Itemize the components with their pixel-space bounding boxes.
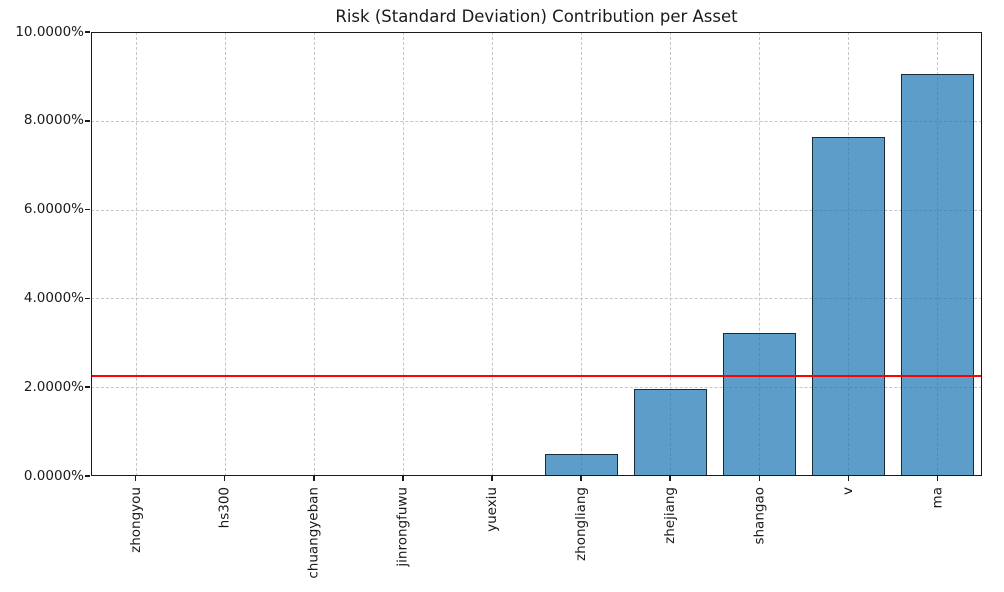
grid-line-horizontal xyxy=(91,209,982,211)
x-axis-tick-label: zhongyou xyxy=(127,487,144,553)
bar-zhejiang xyxy=(633,389,707,476)
x-axis-tick xyxy=(669,476,671,481)
reference-line xyxy=(91,375,982,378)
x-axis-tick xyxy=(491,476,493,481)
grid-line-horizontal xyxy=(91,298,982,300)
grid-line-horizontal xyxy=(91,120,982,122)
grid-line-vertical xyxy=(670,32,672,476)
chart-title: Risk (Standard Deviation) Contribution p… xyxy=(335,7,738,26)
x-axis-tick xyxy=(223,476,226,481)
grid-line-vertical xyxy=(135,32,137,476)
x-axis-tick-label: hs300 xyxy=(216,487,233,529)
x-axis-tick xyxy=(758,476,760,481)
y-axis-tick-label: 6.0000% xyxy=(23,201,84,218)
y-axis-tick xyxy=(85,208,90,211)
x-axis-tick-label: zhejiang xyxy=(662,487,679,544)
y-axis-tick xyxy=(85,120,90,122)
grid-line-vertical xyxy=(313,32,315,476)
x-axis-tick xyxy=(936,476,939,481)
grid-line-vertical xyxy=(224,32,226,476)
x-axis-tick xyxy=(402,476,404,481)
x-axis-tick-label: v xyxy=(840,487,857,495)
x-axis-tick xyxy=(134,476,137,481)
y-axis-tick-label: 2.0000% xyxy=(23,378,84,395)
grid-line-vertical xyxy=(491,32,493,476)
y-axis-tick-label: 4.0000% xyxy=(23,289,84,306)
grid-line-vertical xyxy=(759,32,761,476)
grid-line-horizontal xyxy=(91,387,982,389)
x-axis-tick xyxy=(580,476,582,481)
x-axis-tick-label: chuangyeban xyxy=(305,487,322,579)
bar-v xyxy=(811,136,885,476)
x-axis-tick-label: shangao xyxy=(751,487,768,545)
y-axis-tick-label: 10.0000% xyxy=(15,23,84,40)
x-axis-tick-label: yuexiu xyxy=(483,487,500,532)
y-axis-tick xyxy=(85,31,90,33)
x-axis-tick-label: jinrongfuwu xyxy=(394,487,411,567)
grid-line-vertical xyxy=(402,32,404,476)
plot-area xyxy=(91,32,982,476)
y-axis-tick xyxy=(85,297,90,300)
bar-shangao xyxy=(722,333,796,476)
y-axis-tick-label: 8.0000% xyxy=(23,112,84,129)
x-axis-tick xyxy=(313,476,315,481)
bar-ma xyxy=(900,73,974,476)
bar-zhongliang xyxy=(544,453,618,476)
y-axis-tick xyxy=(85,475,90,477)
x-axis-tick xyxy=(847,476,850,481)
y-axis-tick-label: 0.0000% xyxy=(23,467,84,484)
x-axis-tick-label: ma xyxy=(929,487,946,509)
grid-line-vertical xyxy=(581,32,583,476)
x-axis-tick-label: zhongliang xyxy=(573,487,590,561)
y-axis-tick xyxy=(85,386,90,388)
